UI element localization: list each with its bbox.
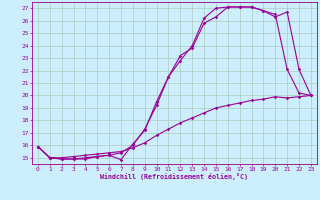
X-axis label: Windchill (Refroidissement éolien,°C): Windchill (Refroidissement éolien,°C)	[100, 173, 248, 180]
